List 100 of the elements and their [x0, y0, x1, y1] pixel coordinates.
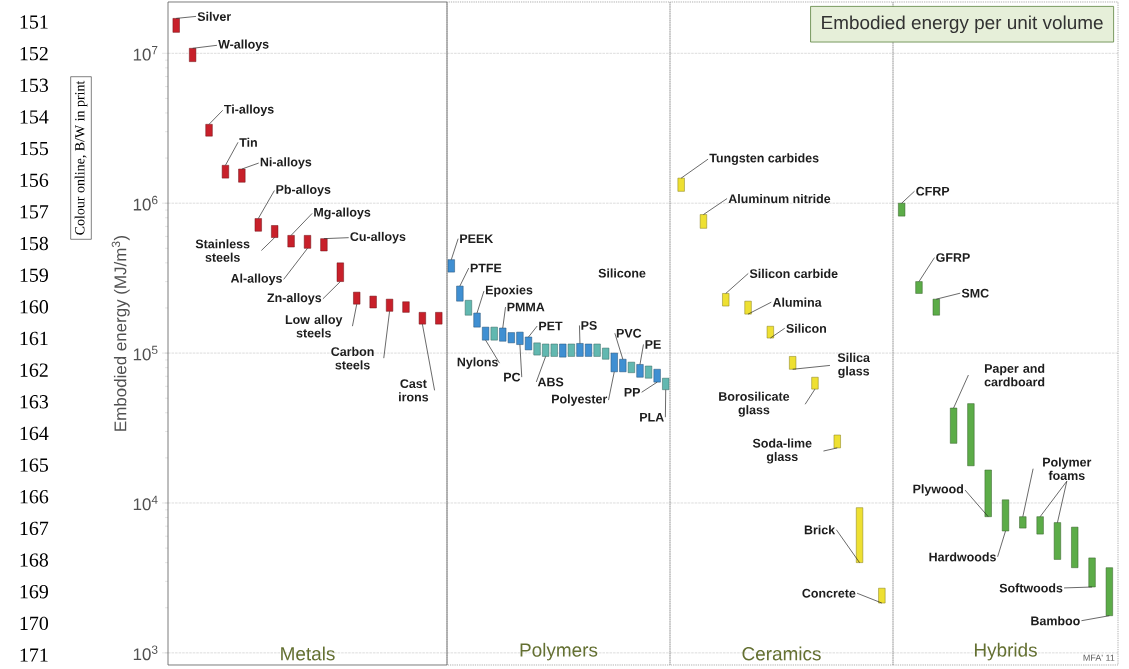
y-tick-label: 10$^{6}$	[133, 195, 158, 211]
annotation: Polyester	[552, 394, 608, 406]
annotation: Epoxies	[485, 285, 533, 297]
text: 158	[20, 236, 49, 251]
annotation: Aluminum nitride	[728, 193, 831, 204]
bar	[722, 293, 730, 307]
bar	[1088, 557, 1096, 588]
annotation: PTFE	[470, 263, 502, 273]
annotation: Carbon steels	[331, 346, 374, 370]
bar	[386, 298, 394, 312]
text: 164	[20, 426, 49, 441]
annotation: Pb-alloys	[276, 184, 331, 197]
bar	[172, 18, 180, 33]
text: 168	[20, 553, 49, 567]
bar	[1019, 516, 1027, 529]
annotation: Cu-alloys	[350, 231, 406, 244]
bar	[205, 124, 213, 137]
annotation: Low alloy steels	[285, 314, 343, 338]
text: Embodied energy per unit volume	[822, 15, 1103, 34]
annotation: PLA	[640, 412, 664, 422]
annotation: Paper and cardboard	[984, 363, 1045, 387]
bar	[490, 326, 498, 341]
y-tick-label: 10$^{7}$	[133, 46, 158, 61]
bar	[1105, 567, 1113, 616]
text: 155	[20, 141, 49, 156]
bar	[766, 326, 774, 339]
annotation: Bamboo	[1031, 616, 1080, 626]
bar	[677, 177, 685, 192]
bar	[464, 300, 472, 316]
annotation: GFRP	[936, 253, 970, 262]
x-axis-title: Ceramics	[742, 646, 821, 661]
annotation: Plywood	[913, 484, 963, 496]
bar	[878, 587, 886, 604]
annotation: Soda-lime glass	[752, 438, 812, 464]
annotation: PET	[539, 321, 563, 331]
bar	[254, 218, 262, 232]
text: Colour online, B/W in print	[74, 80, 88, 235]
bar	[811, 377, 819, 390]
bar	[287, 235, 295, 248]
annotation: PE	[645, 340, 661, 349]
x-axis-title: Polymers	[520, 642, 598, 661]
bar	[950, 407, 958, 444]
annotation: Tin	[239, 137, 257, 147]
annotation: Zn-alloys	[267, 293, 322, 305]
bar	[653, 369, 661, 383]
bar	[636, 364, 644, 378]
text: 157	[20, 205, 49, 219]
text: 152	[20, 46, 48, 61]
text: 156	[20, 173, 49, 187]
annotation: Stainless steels	[195, 239, 250, 262]
annotation: Ti-alloys	[224, 104, 274, 117]
text: 165	[20, 458, 49, 472]
y-tick-label: 10$^{3}$	[133, 645, 158, 661]
bar	[271, 225, 279, 238]
annotation: PS	[581, 321, 597, 330]
bar	[744, 300, 752, 315]
annotation: Ni-alloys	[260, 157, 312, 169]
bar	[898, 202, 906, 217]
annotation: Softwoods	[999, 583, 1063, 593]
annotation: PVC	[616, 328, 642, 338]
annotation: Silver	[197, 11, 231, 21]
bar	[303, 235, 312, 249]
bar	[833, 434, 841, 449]
bar	[559, 343, 567, 358]
bar	[856, 507, 864, 563]
bar	[567, 343, 575, 357]
annotation: Cast irons	[399, 379, 429, 402]
text: 159	[20, 268, 48, 282]
annotation: PP	[624, 387, 641, 397]
bar	[456, 285, 464, 302]
bar	[418, 312, 426, 325]
text: 154	[20, 110, 49, 124]
bar	[1001, 499, 1010, 532]
x-axis-title: Hybrids	[974, 642, 1037, 661]
bar	[353, 291, 361, 305]
bar	[662, 377, 670, 390]
text: 166	[20, 490, 49, 504]
bar	[369, 295, 377, 309]
annotation: ABS	[537, 377, 564, 387]
annotation: Alumina	[772, 297, 822, 307]
annotation: Polymer foams	[1043, 457, 1092, 480]
bar	[645, 365, 653, 379]
text: 151	[20, 15, 48, 29]
annotation: Brick	[804, 525, 836, 535]
annotation: SMC	[961, 288, 989, 298]
annotation: Concrete	[802, 588, 856, 598]
annotation: Borosilicate glass	[719, 391, 790, 417]
y-tick-label: 10$^{4}$	[133, 495, 158, 511]
bar	[915, 281, 923, 294]
text: 161	[20, 331, 48, 346]
bar	[699, 214, 708, 229]
bar	[447, 259, 455, 273]
text: 160	[20, 300, 49, 314]
annotation: PC	[504, 372, 521, 382]
y-axis-title: Embodied energy (MJ/m$^{3}$)	[111, 235, 130, 431]
bar	[1071, 526, 1079, 568]
text: 169	[20, 585, 48, 599]
bar	[435, 312, 443, 325]
x-axis-title: Metals	[281, 646, 335, 661]
bar	[189, 48, 197, 62]
